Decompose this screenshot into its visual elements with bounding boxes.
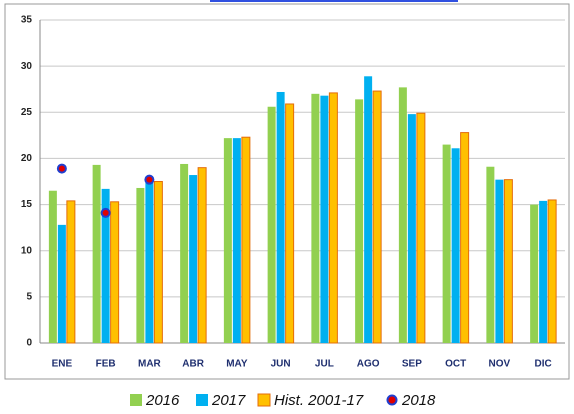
bar bbox=[547, 199, 557, 344]
bar bbox=[355, 99, 364, 343]
bar bbox=[539, 200, 548, 343]
legend-marker bbox=[196, 394, 208, 406]
bar bbox=[180, 163, 189, 343]
bar bbox=[460, 132, 470, 344]
bar bbox=[320, 95, 329, 343]
legend-label: 2016 bbox=[145, 392, 180, 409]
x-tick-label: ABR bbox=[182, 359, 204, 370]
bar bbox=[48, 190, 57, 343]
point bbox=[100, 207, 111, 218]
legend-marker bbox=[386, 394, 398, 406]
bar bbox=[241, 136, 251, 344]
legend-marker bbox=[130, 394, 142, 406]
legend-label: 2017 bbox=[211, 392, 246, 409]
bar bbox=[153, 181, 163, 344]
bar bbox=[197, 167, 207, 344]
x-tick-label: MAR bbox=[138, 359, 162, 370]
bar bbox=[267, 106, 276, 344]
y-tick-label: 35 bbox=[21, 15, 33, 26]
bar bbox=[495, 179, 504, 343]
bar bbox=[442, 144, 451, 343]
x-tick-label: JUN bbox=[271, 359, 291, 370]
legend-marker bbox=[257, 393, 271, 407]
point bbox=[144, 174, 155, 185]
x-tick-label: AGO bbox=[357, 359, 380, 370]
bar bbox=[364, 76, 373, 344]
bar bbox=[398, 87, 407, 344]
x-tick-label: SEP bbox=[402, 359, 422, 370]
bar bbox=[57, 224, 66, 343]
x-tick-label: DIC bbox=[535, 359, 552, 370]
x-tick-label: OCT bbox=[445, 359, 466, 370]
x-tick-label: JUL bbox=[315, 359, 334, 370]
bar bbox=[407, 114, 416, 343]
bar bbox=[66, 200, 76, 344]
y-tick-label: 20 bbox=[21, 153, 33, 164]
bar bbox=[451, 148, 460, 343]
y-tick-label: 25 bbox=[21, 107, 33, 118]
bar bbox=[92, 164, 101, 343]
x-tick-label: FEB bbox=[96, 359, 116, 370]
legend-label: Hist. 2001-17 bbox=[274, 392, 364, 409]
legend-label: 2018 bbox=[401, 392, 436, 409]
bar bbox=[416, 112, 426, 344]
bar bbox=[110, 201, 120, 344]
y-tick-label: 0 bbox=[26, 338, 32, 349]
bar bbox=[189, 175, 198, 343]
y-tick-label: 30 bbox=[21, 61, 33, 72]
bar bbox=[276, 91, 285, 344]
bar bbox=[486, 166, 495, 343]
bar bbox=[372, 90, 382, 344]
bar bbox=[311, 93, 320, 343]
bar bbox=[285, 103, 295, 344]
x-tick-label: NOV bbox=[489, 359, 511, 370]
point bbox=[56, 163, 67, 174]
bar bbox=[503, 179, 513, 344]
bar bbox=[136, 187, 145, 343]
y-tick-label: 5 bbox=[26, 291, 32, 302]
x-tick-label: MAY bbox=[226, 359, 248, 370]
bar bbox=[328, 92, 338, 344]
y-tick-label: 15 bbox=[21, 199, 33, 210]
x-tick-label: ENE bbox=[52, 359, 73, 370]
y-tick-label: 10 bbox=[21, 245, 33, 256]
bar bbox=[232, 138, 241, 343]
bar bbox=[223, 138, 232, 343]
bar bbox=[530, 204, 539, 343]
bar bbox=[101, 188, 110, 343]
bar bbox=[145, 180, 154, 343]
